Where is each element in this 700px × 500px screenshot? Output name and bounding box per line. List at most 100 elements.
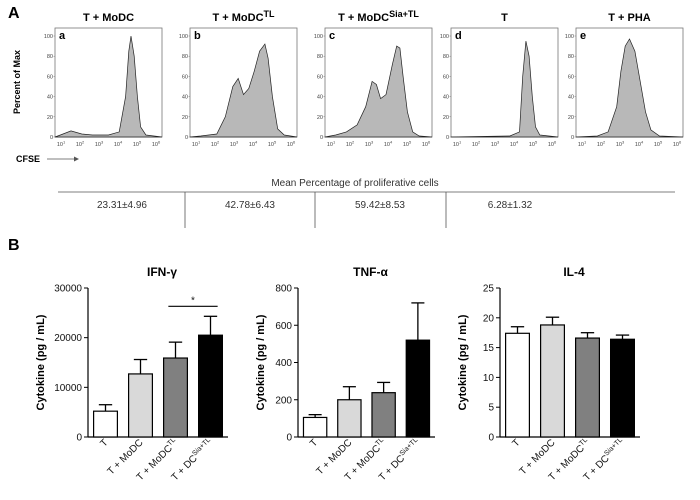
histogram-letter: e: [580, 30, 586, 42]
y-tick-label: 80: [47, 54, 53, 60]
y-tick-label: 20: [47, 115, 53, 121]
y-tick-label: 80: [443, 54, 449, 60]
y-tick-label: 800: [275, 284, 292, 295]
x-tick-label: 105: [268, 140, 277, 149]
y-tick-label: 40: [317, 95, 323, 101]
bar: [302, 416, 328, 438]
y-tick-label: 10000: [54, 383, 82, 394]
x-tick-label: 104: [510, 140, 519, 149]
proliferation-summary: Mean Percentage of proliferative cells 23…: [58, 178, 675, 228]
panel-a-label: A: [8, 5, 20, 22]
y-axis-label: Cytokine (pg / mL): [35, 314, 47, 410]
y-tick-label: 80: [317, 54, 323, 60]
bar: [337, 399, 362, 438]
summary-title: Mean Percentage of proliferative cells: [271, 178, 438, 189]
y-tick-label: 5: [488, 403, 494, 414]
y-tick-label: 0: [320, 135, 323, 141]
histogram-b: T + MoDCTL b 0 20 40 60 80 100 101 102 103 104 105 10…: [179, 9, 298, 149]
x-tick-label: 101: [453, 140, 462, 149]
y-tick-label: 10: [483, 373, 495, 384]
bar: [128, 373, 154, 438]
histogram-e: T + PHA e 0 20 40 60 80 100 101 102 103 104 105 106: [565, 12, 684, 149]
x-tick-label: 101: [192, 140, 201, 149]
histogram-title: T + MoDCSia+TL: [338, 9, 419, 24]
histogram-frame: [54, 27, 163, 138]
bar: [163, 357, 189, 438]
x-tick-label: 102: [472, 140, 481, 149]
histogram-c: T + MoDCSia+TLc 0 20 40 60 80 100 101 102 103 104 1…: [314, 9, 433, 149]
x-tick-label: 106: [422, 140, 431, 149]
x-tick-label: 102: [211, 140, 220, 149]
bar-chart-2: TNF-α Cytokine (pg / mL) 0 200 400 600 800 T T +…: [255, 265, 435, 483]
bar: [574, 337, 600, 438]
histogram-fill: [324, 45, 433, 138]
y-tick-label: 80: [182, 54, 188, 60]
y-tick-label: 25: [483, 284, 495, 295]
category-label: T + DCSia+TL: [581, 437, 628, 484]
bar: [505, 332, 531, 438]
x-tick-label: 102: [346, 140, 355, 149]
x-tick-label: 105: [529, 140, 538, 149]
y-tick-label: 0: [286, 433, 292, 444]
chart-title: IFN-γ: [147, 265, 177, 279]
histogram-fill: [189, 43, 298, 138]
chart-title: TNF-α: [353, 265, 388, 279]
x-tick-label: 106: [673, 140, 682, 149]
histogram-title: T: [501, 12, 508, 24]
x-tick-label: 103: [95, 140, 104, 149]
y-tick-label: 20: [443, 115, 449, 121]
y-tick-label: 40: [47, 95, 53, 101]
x-tick-label: 105: [403, 140, 412, 149]
y-tick-label: 0: [50, 135, 53, 141]
x-tick-label: 103: [491, 140, 500, 149]
bar: [609, 338, 635, 438]
y-tick-label: 60: [182, 74, 188, 80]
y-tick-label: 20: [568, 115, 574, 121]
x-tick-label: 101: [57, 140, 66, 149]
bar: [539, 324, 565, 438]
bar: [371, 392, 396, 438]
y-tick-label: 400: [275, 358, 292, 369]
x-tick-label: 106: [287, 140, 296, 149]
y-tick-label: 100: [314, 34, 323, 40]
y-tick-label: 60: [443, 74, 449, 80]
summary-value: 6.28±1.32: [488, 200, 533, 211]
bar: [198, 334, 224, 438]
panel-b-label: B: [8, 237, 20, 254]
x-tick-label: 101: [327, 140, 336, 149]
histogram-frame: [450, 27, 559, 138]
y-tick-label: 20: [483, 313, 495, 324]
y-tick-label: 30000: [54, 284, 82, 295]
y-tick-label: 20000: [54, 333, 82, 344]
category-label: T: [511, 437, 523, 449]
category-label: T: [308, 437, 320, 449]
y-tick-label: 100: [440, 34, 449, 40]
category-label: T + DCSia+TL: [376, 437, 423, 484]
histogram-fill: [54, 35, 163, 138]
histogram-title: T + MoDC: [83, 12, 134, 24]
histogram-letter: c: [329, 30, 335, 42]
percent-of-max-label: Percent of Max: [12, 50, 22, 114]
category-label: T + DCSia+TL: [169, 437, 216, 484]
x-tick-label: 103: [230, 140, 239, 149]
y-axis-label: Cytokine (pg / mL): [255, 314, 267, 410]
x-tick-label: 106: [548, 140, 557, 149]
y-tick-label: 40: [443, 95, 449, 101]
summary-value: 42.78±6.43: [225, 200, 275, 211]
histogram-letter: b: [194, 30, 201, 42]
significance-star: *: [191, 295, 195, 306]
summary-value: 59.42±8.53: [355, 200, 405, 211]
category-label: T: [99, 437, 111, 449]
cfse-arrow-head: [74, 156, 79, 162]
bar: [92, 410, 118, 438]
panel-b: IFN-γ Cytokine (pg / mL) 0 10000 20000 30000 T…: [35, 265, 640, 483]
x-tick-label: 103: [365, 140, 374, 149]
x-tick-label: 101: [578, 140, 587, 149]
y-tick-label: 20: [317, 115, 323, 121]
histogram-title: T + MoDCTL: [212, 9, 275, 24]
histogram-d: Td 0 20 40 60 80 100 101 102 103 104 105 106: [440, 12, 559, 149]
y-tick-label: 60: [47, 74, 53, 80]
y-tick-label: 80: [568, 54, 574, 60]
y-tick-label: 0: [446, 135, 449, 141]
